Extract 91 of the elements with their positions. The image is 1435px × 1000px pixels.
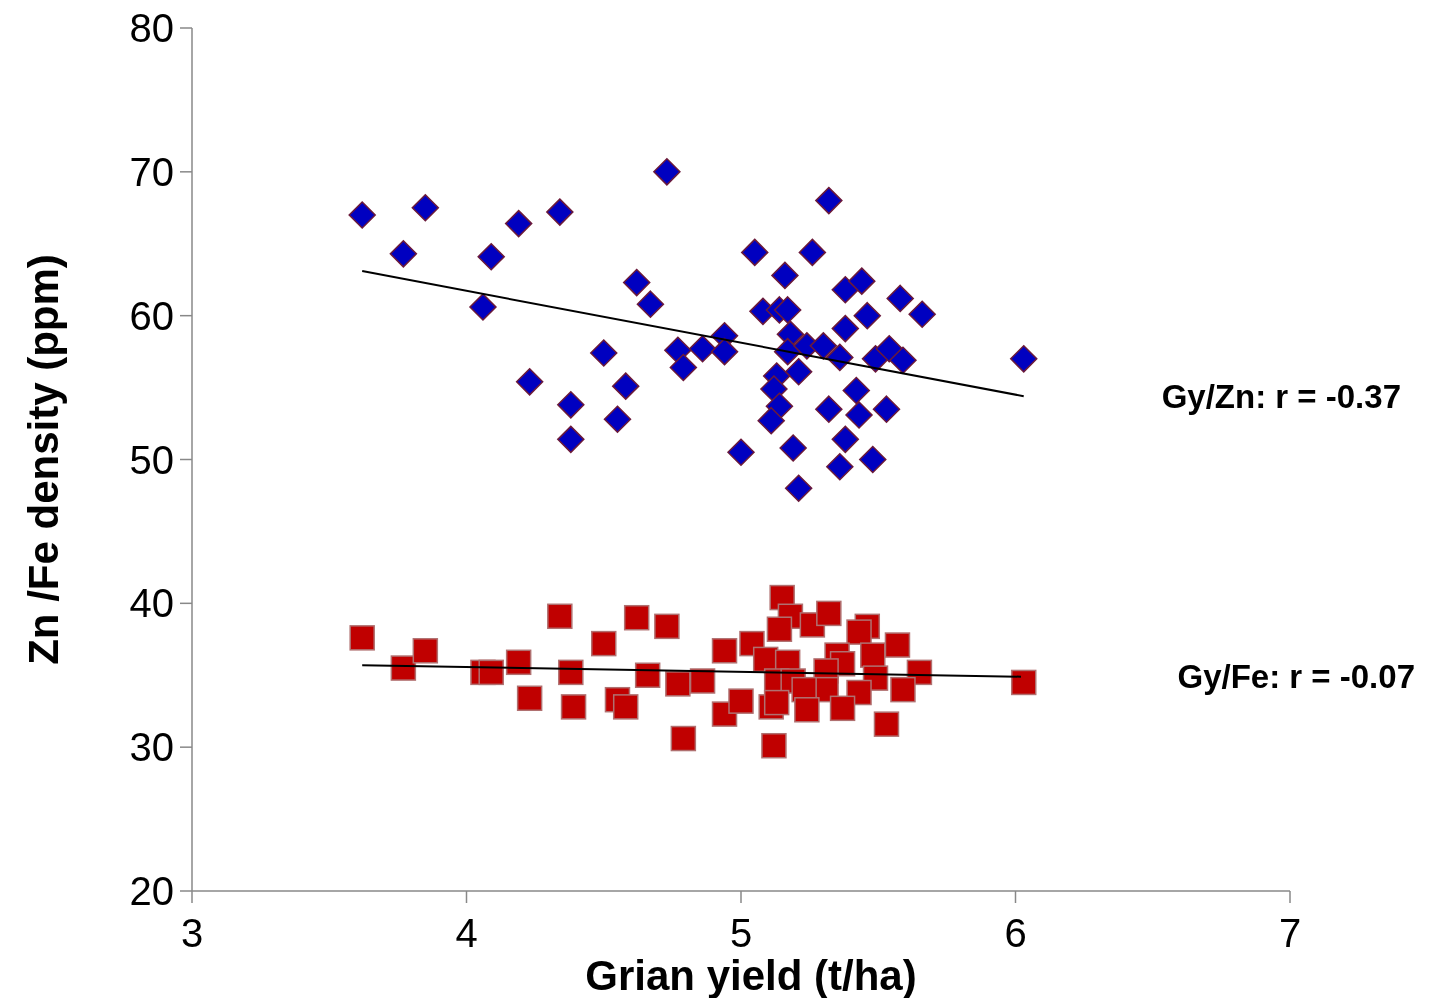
point [763, 689, 790, 716]
x-tick-label: 6 [1004, 911, 1027, 955]
point [761, 732, 787, 759]
point [477, 242, 505, 271]
point [794, 697, 820, 723]
point [478, 659, 504, 686]
point [664, 336, 692, 364]
point [689, 668, 716, 694]
point [504, 209, 533, 238]
point [547, 603, 573, 630]
point [1009, 345, 1038, 373]
point [842, 376, 871, 405]
point [590, 339, 618, 367]
point [611, 372, 640, 400]
point [670, 725, 697, 752]
point [886, 284, 914, 313]
point [860, 642, 886, 668]
point [389, 240, 418, 268]
point [829, 695, 856, 722]
point [884, 632, 911, 658]
point [349, 625, 375, 651]
point [815, 395, 843, 423]
point [890, 676, 916, 703]
x-tick-label: 5 [729, 911, 753, 955]
point [654, 613, 680, 640]
point [826, 452, 854, 481]
point [669, 353, 698, 382]
point [636, 290, 665, 318]
point [560, 694, 587, 720]
annotation: Gy/Zn: r = -0.37 [1161, 377, 1401, 415]
point [771, 261, 799, 290]
point [546, 198, 574, 226]
point [784, 474, 813, 503]
point [889, 346, 917, 375]
point [831, 425, 860, 454]
point [411, 194, 440, 222]
point [653, 158, 681, 186]
y-tick-label: 60 [129, 293, 174, 338]
point [798, 238, 827, 267]
point [622, 268, 651, 297]
point [591, 630, 617, 657]
x-tick-label: 7 [1278, 911, 1302, 955]
y-tick-label: 50 [129, 437, 174, 482]
x-tick-label: 4 [455, 911, 478, 955]
point [557, 425, 585, 454]
x-tick-label: 3 [180, 911, 204, 955]
point [623, 604, 650, 631]
point [710, 337, 739, 366]
point [845, 401, 873, 429]
point [665, 671, 691, 697]
point [515, 368, 544, 396]
point [853, 301, 882, 330]
y-tick-label: 40 [129, 581, 174, 626]
point [760, 375, 788, 403]
point [846, 619, 872, 645]
point [816, 600, 842, 627]
point [412, 638, 439, 664]
y-tick-label: 80 [129, 6, 174, 50]
point [875, 335, 903, 363]
point [757, 406, 785, 435]
point [848, 267, 876, 295]
point [558, 659, 584, 686]
point [766, 616, 793, 642]
point [1010, 669, 1037, 696]
annotation: Gy/Fe: r = -0.07 [1177, 658, 1415, 696]
point [348, 201, 376, 229]
point [612, 694, 639, 720]
point [773, 296, 802, 324]
point [831, 276, 860, 304]
y-tick-label: 30 [129, 725, 174, 770]
point [688, 335, 717, 363]
point [859, 445, 887, 474]
point [516, 685, 543, 712]
point [779, 434, 807, 462]
point [809, 332, 838, 360]
point [469, 293, 497, 321]
y-tick-label: 20 [129, 869, 174, 913]
point [784, 358, 813, 386]
point [727, 438, 755, 467]
point [815, 186, 843, 215]
y-tick-label: 70 [129, 149, 174, 194]
point [872, 395, 901, 423]
point [873, 711, 900, 737]
point [908, 300, 936, 328]
point [603, 405, 632, 433]
y-axis-title: Zn /Fe density (ppm) [20, 254, 67, 665]
point [711, 638, 738, 664]
point [831, 314, 860, 343]
point [728, 688, 754, 714]
point [557, 391, 585, 419]
point [740, 238, 769, 267]
